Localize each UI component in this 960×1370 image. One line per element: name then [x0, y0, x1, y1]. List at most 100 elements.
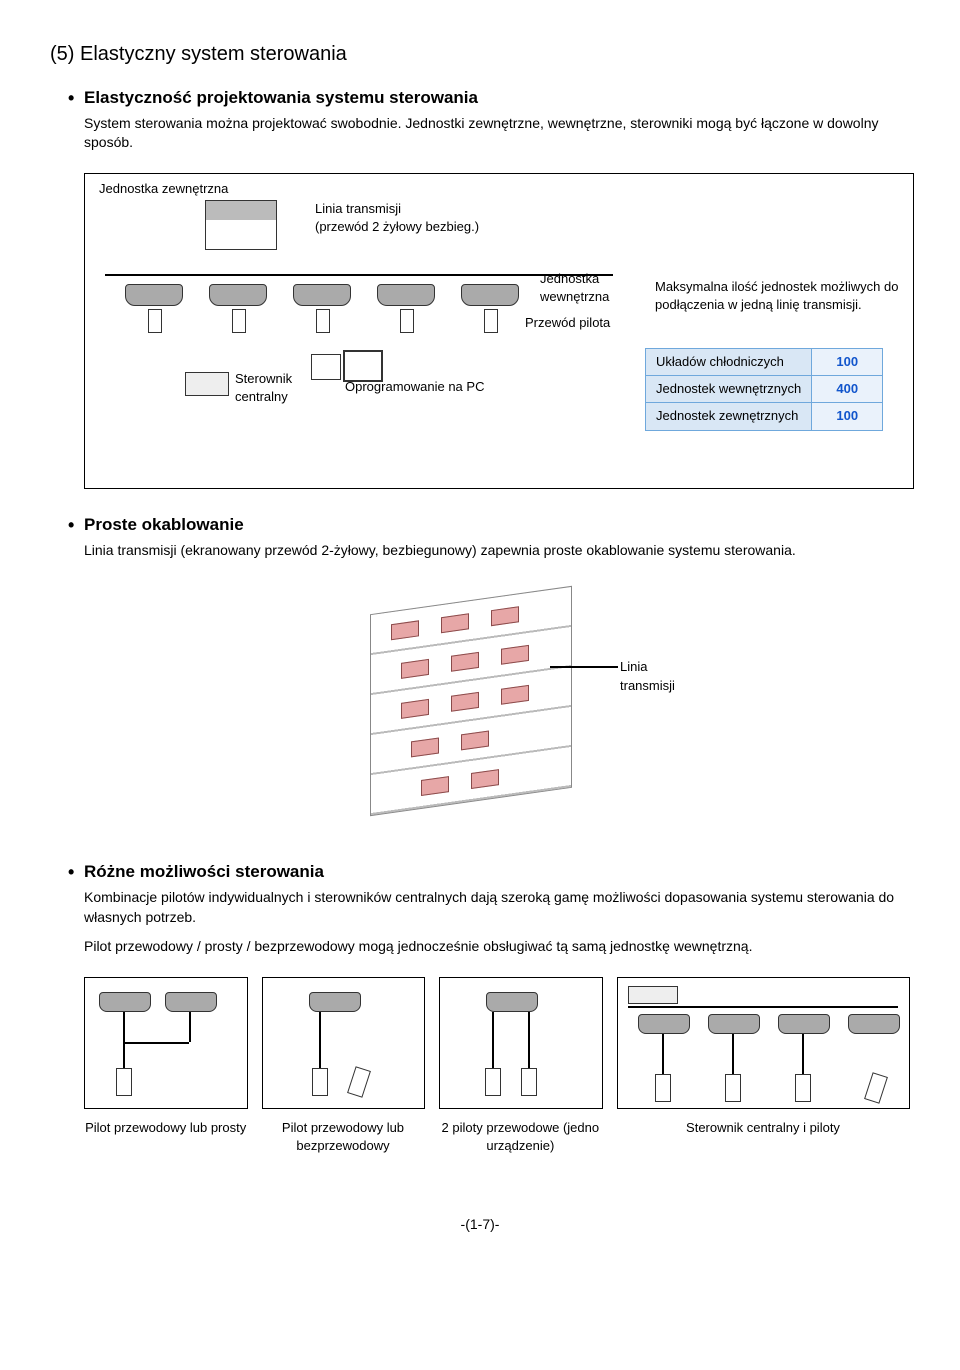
indoor-unit-icon: [638, 1014, 690, 1034]
flex-heading: Elastyczność projektowania systemu stero…: [68, 86, 910, 110]
central-controller-icon: [628, 986, 678, 1004]
unit-icon: [491, 607, 519, 627]
pilot-icon: [655, 1074, 671, 1102]
table-row: Jednostek zewnętrznych 100: [646, 403, 883, 430]
bus-line: [628, 1006, 898, 1008]
indoor-unit-icon: [486, 992, 538, 1012]
indoor-unit-icon: [778, 1014, 830, 1034]
wireless-pilot-icon: [864, 1072, 888, 1104]
cap-label: Układów chłodniczych: [646, 348, 812, 375]
callout-line: [550, 666, 618, 668]
ext-unit-icon: [205, 200, 277, 250]
indoor-unit-icon: [99, 992, 151, 1012]
unit-icon: [401, 699, 429, 719]
indoor-unit-icon: [848, 1014, 900, 1034]
unit-icon: [471, 769, 499, 789]
unit-icon: [501, 685, 529, 705]
bus-line: [105, 274, 613, 276]
pilot-wire-label: Przewód pilota: [525, 314, 610, 332]
wire-line: [528, 1012, 530, 1068]
pilot-icon: [485, 1068, 501, 1096]
trans-line-1: Linia transmisji: [315, 201, 401, 216]
unit-icon: [451, 652, 479, 672]
pilot-caption: Pilot przewodowy lub prosty: [84, 1119, 247, 1155]
trans-line-callout: Linia transmisji: [620, 658, 675, 694]
pilot-caption: Sterownik centralny i piloty: [616, 1119, 910, 1155]
options-text-2: Pilot przewodowy / prosty / bezprzewodow…: [84, 937, 910, 957]
trans-line-label: Linia transmisji (przewód 2 żyłowy bezbi…: [315, 200, 479, 236]
indoor-unit-icon: [309, 992, 361, 1012]
simple-text: Linia transmisji (ekranowany przewód 2-ż…: [84, 541, 910, 561]
unit-icon: [411, 738, 439, 758]
wire-line: [802, 1034, 804, 1074]
pilot-caption: Pilot przewodowy lub bezprzewodowy: [261, 1119, 424, 1155]
ext-unit-label: Jednostka zewnętrzna: [99, 180, 228, 198]
simple-heading: Proste okablowanie: [68, 513, 910, 537]
wire-line: [492, 1012, 494, 1068]
flex-text: System sterowania można projektować swob…: [84, 114, 910, 153]
indoor-unit-icon: [165, 992, 217, 1012]
ctrl-l1: Sterownik: [235, 371, 292, 386]
pilot-config-2: [262, 977, 426, 1109]
page-number: -(1-7)-: [50, 1215, 910, 1235]
cap-label: Jednostek zewnętrznych: [646, 403, 812, 430]
control-options-block: Różne możliwości sterowania Kombinacje p…: [68, 860, 910, 957]
simple-wiring-block: Proste okablowanie Linia transmisji (ekr…: [68, 513, 910, 560]
cap-value: 100: [812, 348, 883, 375]
pc-software-label: Oprogramowanie na PC: [345, 378, 484, 396]
cap-value: 400: [812, 376, 883, 403]
cap-label: Jednostek wewnętrznych: [646, 376, 812, 403]
unit-icon: [441, 614, 469, 634]
pilot-config-1: [84, 977, 248, 1109]
pilot-icon: [312, 1068, 328, 1096]
unit-icon: [461, 731, 489, 751]
central-controller-icon: [185, 372, 229, 396]
pc-tower-icon: [311, 354, 341, 380]
unit-icon: [391, 621, 419, 641]
wireless-pilot-icon: [347, 1066, 371, 1098]
section-title: (5) Elastyczny system sterowania: [50, 40, 910, 68]
inner-unit-label: Jednostka wewnętrzna: [540, 270, 620, 306]
indoor-unit-icon: [461, 284, 519, 306]
ctrl-l2: centralny: [235, 389, 288, 404]
wire-line: [732, 1034, 734, 1074]
indoor-row: [125, 284, 519, 306]
indoor-unit-icon: [708, 1014, 760, 1034]
pilot-icon: [116, 1068, 132, 1096]
table-row: Jednostek wewnętrznych 400: [646, 376, 883, 403]
capacity-table: Układów chłodniczych 100 Jednostek wewnę…: [645, 348, 883, 431]
pilot-captions-row: Pilot przewodowy lub prosty Pilot przewo…: [84, 1119, 910, 1155]
central-controller-label: Sterownik centralny: [235, 370, 292, 406]
wire-line: [319, 1012, 321, 1068]
wire-line: [123, 1042, 189, 1044]
wire-line: [123, 1012, 125, 1068]
indoor-unit-icon: [125, 284, 183, 306]
system-diagram: Jednostka zewnętrzna Linia transmisji (p…: [84, 173, 914, 489]
unit-icon: [501, 645, 529, 665]
unit-icon: [421, 776, 449, 796]
indoor-unit-icon: [293, 284, 351, 306]
pilot-config-3: [439, 977, 603, 1109]
wire-line: [189, 1012, 191, 1042]
wire-line: [662, 1034, 664, 1074]
pilot-icon: [795, 1074, 811, 1102]
options-heading: Różne możliwości sterowania: [68, 860, 910, 884]
pilot-config-row: [84, 977, 910, 1109]
indoor-unit-icon: [209, 284, 267, 306]
flexibility-block: Elastyczność projektowania systemu stero…: [68, 86, 910, 153]
pilot-icon: [521, 1068, 537, 1096]
unit-icon: [401, 659, 429, 679]
pilot-caption: 2 piloty przewodowe (jedno urządzenie): [439, 1119, 602, 1155]
building-icon: [370, 586, 572, 816]
building-diagram: Linia transmisji: [330, 580, 630, 830]
unit-icon: [451, 692, 479, 712]
max-units-text: Maksymalna ilość jednostek możliwych do …: [655, 278, 915, 314]
cap-value: 100: [812, 403, 883, 430]
inner-unit-text: Jednostka wewnętrzna: [540, 270, 620, 306]
trans-line-2: (przewód 2 żyłowy bezbieg.): [315, 219, 479, 234]
table-row: Układów chłodniczych 100: [646, 348, 883, 375]
pilot-icon: [725, 1074, 741, 1102]
pilot-config-4: [617, 977, 910, 1109]
options-text-1: Kombinacje pilotów indywidualnych i ster…: [84, 888, 910, 927]
indoor-unit-icon: [377, 284, 435, 306]
